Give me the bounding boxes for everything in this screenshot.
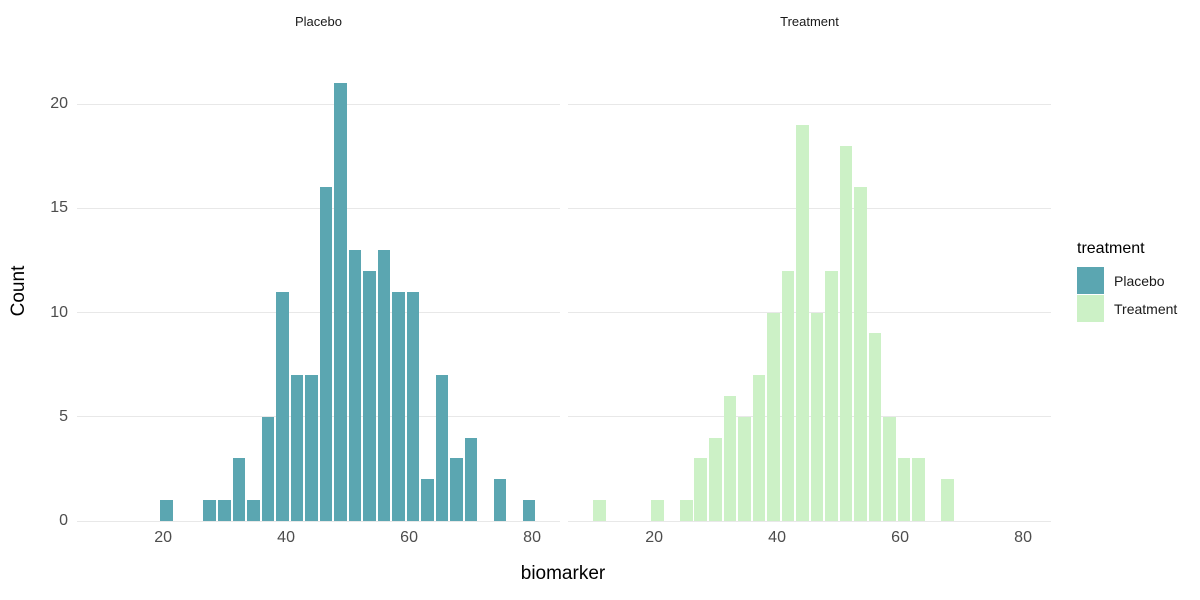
histogram-bar-treatment — [738, 416, 751, 521]
histogram-bar-placebo — [435, 375, 449, 521]
x-tick-label: 80 — [1014, 529, 1032, 546]
legend-title: treatment — [1077, 240, 1145, 257]
x-tick-label: 40 — [277, 529, 295, 546]
histogram-bar-placebo — [334, 83, 347, 521]
legend: treatment Placebo Treatment — [1077, 240, 1177, 323]
histogram-bar-placebo — [305, 375, 318, 521]
histogram-bar-treatment — [723, 395, 737, 521]
y-gridline — [77, 416, 560, 418]
histogram-bar-treatment — [883, 416, 896, 521]
histogram-bar-treatment — [796, 124, 809, 521]
histogram-bar-treatment — [810, 312, 824, 521]
y-gridline — [77, 207, 560, 209]
histogram-bar-treatment — [752, 375, 766, 521]
x-tick-label: 60 — [400, 529, 418, 546]
y-tick-label: 15 — [50, 199, 68, 217]
histogram-bar-placebo — [522, 500, 536, 521]
histogram-bar-placebo — [377, 249, 391, 521]
panel-placebo — [77, 61, 560, 521]
histogram-bar-treatment — [708, 437, 722, 521]
y-tick-label: 0 — [59, 512, 68, 529]
histogram-bar-treatment — [781, 270, 795, 521]
histogram-bar-placebo — [290, 375, 304, 521]
x-tick-label: 40 — [768, 529, 786, 546]
histogram-bar-placebo — [159, 500, 173, 521]
histogram-bar-placebo — [406, 291, 420, 521]
y-gridline — [568, 416, 1051, 418]
x-tick-label: 20 — [154, 529, 172, 546]
histogram-bar-treatment — [694, 458, 708, 521]
y-gridline — [77, 103, 560, 105]
y-gridline — [568, 207, 1051, 209]
histogram-bar-placebo — [450, 458, 463, 521]
histogram-bar-placebo — [247, 500, 260, 521]
histogram-bar-placebo — [232, 458, 246, 521]
histogram-bar-placebo — [392, 291, 405, 521]
histogram-bar-placebo — [421, 479, 434, 521]
histogram-bar-treatment — [868, 333, 882, 521]
histogram-bar-treatment — [825, 270, 838, 521]
x-tick-label: 20 — [645, 529, 663, 546]
legend-swatch-placebo-icon — [1077, 267, 1104, 294]
y-gridline — [568, 103, 1051, 105]
histogram-bar-treatment — [679, 500, 693, 521]
facet-title-treatment: Treatment — [780, 14, 839, 29]
histogram-bar-treatment — [767, 312, 780, 521]
y-gridline — [568, 520, 1051, 522]
legend-label-placebo: Placebo — [1114, 272, 1165, 289]
y-gridline — [568, 312, 1051, 313]
legend-entry-treatment: Treatment — [1077, 295, 1177, 322]
histogram-bar-placebo — [217, 500, 231, 521]
histogram-bar-placebo — [203, 500, 217, 521]
histogram-bar-placebo — [276, 291, 289, 521]
histogram-bar-placebo — [319, 187, 333, 521]
histogram-bar-treatment — [897, 458, 911, 521]
histogram-bar-treatment — [839, 145, 853, 521]
histogram-bar-treatment — [592, 500, 606, 521]
histogram-bar-treatment — [650, 500, 664, 521]
y-tick-label: 5 — [59, 407, 68, 425]
legend-label-treatment: Treatment — [1114, 300, 1178, 317]
histogram-bar-treatment — [912, 458, 925, 521]
facet-title-placebo: Placebo — [295, 14, 342, 29]
histogram-bar-placebo — [261, 416, 275, 521]
histogram-bar-treatment — [854, 187, 867, 521]
legend-swatch-treatment-icon — [1077, 295, 1104, 322]
histogram-bar-placebo — [493, 479, 507, 521]
histogram-bar-placebo — [464, 437, 478, 521]
x-tick-label: 60 — [891, 529, 909, 546]
legend-entry-placebo: Placebo — [1077, 267, 1177, 294]
y-tick-label: 10 — [50, 303, 68, 321]
y-gridline — [77, 312, 560, 313]
y-gridline — [77, 520, 560, 522]
histogram-bar-placebo — [363, 270, 376, 521]
x-axis-title: biomarker — [520, 563, 606, 584]
histogram-bar-placebo — [348, 249, 362, 521]
panel-treatment — [568, 61, 1051, 521]
x-tick-label: 80 — [523, 529, 541, 546]
y-tick-label: 20 — [50, 95, 68, 112]
histogram-bar-treatment — [941, 479, 954, 521]
